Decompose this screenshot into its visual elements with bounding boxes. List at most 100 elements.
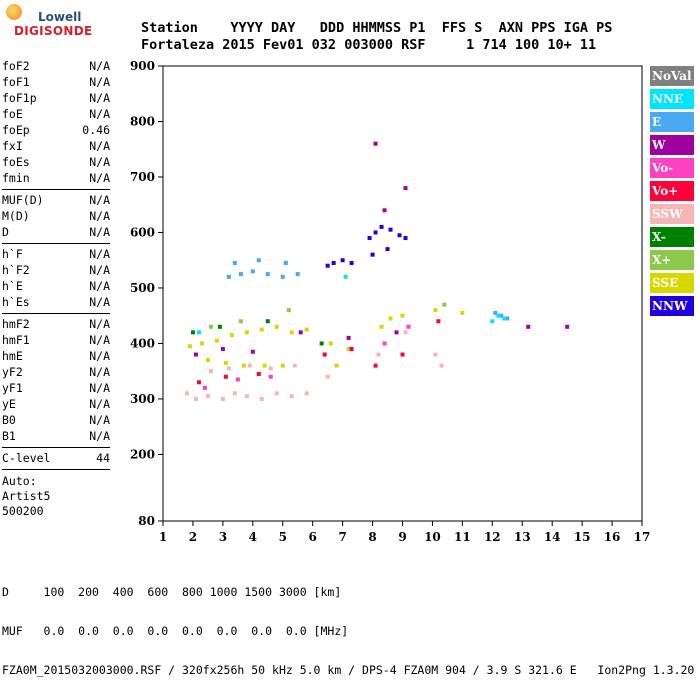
- logo-digisonde-text: DIGISONDE: [14, 24, 93, 38]
- echo-point: [394, 330, 399, 335]
- echo-point: [403, 186, 408, 191]
- echo-point: [493, 310, 498, 315]
- echo-point: [259, 396, 264, 401]
- echo-point: [202, 385, 207, 390]
- echo-point: [388, 227, 393, 232]
- y-tick-label: 200: [130, 447, 155, 461]
- param-name: h`F: [2, 247, 23, 261]
- echo-point: [331, 260, 336, 265]
- param-name: foF1p: [2, 91, 37, 105]
- param-value: 44: [96, 451, 110, 465]
- legend-item: SSE: [650, 273, 694, 293]
- echo-point: [292, 363, 297, 368]
- echo-point: [325, 263, 330, 268]
- echo-point: [208, 369, 213, 374]
- echo-point: [199, 341, 204, 346]
- legend-item: X-: [650, 227, 694, 247]
- echo-point: [217, 324, 222, 329]
- param-row: h`Es N/A: [2, 294, 110, 310]
- echo-point: [232, 391, 237, 396]
- echo-point: [367, 236, 372, 241]
- auto-label: Auto:: [2, 474, 37, 488]
- echo-point: [403, 330, 408, 335]
- param-value: 0.46: [82, 123, 110, 137]
- echo-point: [214, 338, 219, 343]
- echo-point: [295, 272, 300, 277]
- param-name: B1: [2, 429, 16, 443]
- echo-point: [346, 335, 351, 340]
- param-row: h`E N/A: [2, 278, 110, 294]
- param-value: N/A: [89, 365, 110, 379]
- param-name: h`E: [2, 279, 23, 293]
- param-row: foF1 N/A: [2, 74, 110, 90]
- param-value: N/A: [89, 263, 110, 277]
- legend-item: E: [650, 112, 694, 132]
- echo-point: [196, 380, 201, 385]
- param-name: fmin: [2, 171, 30, 185]
- param-value: N/A: [89, 247, 110, 261]
- echo-point: [208, 324, 213, 329]
- echo-point: [439, 363, 444, 368]
- param-name: foEp: [2, 123, 30, 137]
- x-tick-label: 2: [189, 530, 197, 544]
- param-value: N/A: [89, 209, 110, 223]
- echo-point: [244, 330, 249, 335]
- echo-point: [400, 313, 405, 318]
- x-tick-label: 13: [514, 530, 531, 544]
- param-value: N/A: [89, 193, 110, 207]
- x-tick-label: 9: [398, 530, 406, 544]
- echo-point: [334, 363, 339, 368]
- param-row: h`F2 N/A: [2, 262, 110, 278]
- footer: D 100 200 400 600 800 1000 1500 3000 [km…: [2, 560, 694, 690]
- param-name: D: [2, 225, 9, 239]
- echo-point: [193, 352, 198, 357]
- echo-point: [283, 260, 288, 265]
- y-tick-label: 800: [130, 114, 155, 128]
- echo-point: [286, 308, 291, 313]
- legend: NoVal NNE E W Vo- Vo+ SSW X- X+ SSE NNW: [650, 66, 694, 319]
- echo-point: [499, 313, 504, 318]
- echo-point: [268, 366, 273, 371]
- echo-point: [274, 391, 279, 396]
- legend-item: X+: [650, 250, 694, 270]
- echo-point: [436, 319, 441, 324]
- param-name: foF2: [2, 59, 30, 73]
- echo-point: [406, 324, 411, 329]
- param-name: h`Es: [2, 295, 30, 309]
- echo-point: [373, 141, 378, 146]
- param-value: N/A: [89, 59, 110, 73]
- legend-item: Vo+: [650, 181, 694, 201]
- param-name: foF1: [2, 75, 30, 89]
- param-row: foEp 0.46: [2, 122, 110, 138]
- echo-point: [238, 319, 243, 324]
- echo-point: [265, 319, 270, 324]
- param-row: foF2 N/A: [2, 58, 110, 74]
- param-name: h`F2: [2, 263, 30, 277]
- echo-point: [373, 363, 378, 368]
- echo-point: [325, 374, 330, 379]
- echo-point: [289, 394, 294, 399]
- echo-point: [376, 352, 381, 357]
- param-value: N/A: [89, 333, 110, 347]
- param-row: M(D) N/A: [2, 208, 110, 224]
- x-tick-label: 14: [544, 530, 561, 544]
- echo-point: [247, 363, 252, 368]
- parameter-panel: foF2 N/A foF1 N/A foF1p N/A foE N/A foEp 0.46 fxI N…: [2, 58, 110, 519]
- param-value: N/A: [89, 107, 110, 121]
- separator: [2, 313, 110, 314]
- plot-frame: [162, 65, 643, 522]
- x-tick-label: 10: [424, 530, 441, 544]
- param-name: hmF2: [2, 317, 30, 331]
- param-name: hmF1: [2, 333, 30, 347]
- x-tick-label: 7: [338, 530, 346, 544]
- separator: [2, 189, 110, 190]
- echo-point: [397, 233, 402, 238]
- echo-point: [526, 324, 531, 329]
- echo-point: [220, 346, 225, 351]
- x-tick-label: 1: [159, 530, 167, 544]
- legend-item: W: [650, 135, 694, 155]
- param-row: h`F N/A: [2, 246, 110, 262]
- echo-point: [193, 396, 198, 401]
- echo-point: [223, 360, 228, 365]
- x-tick-label: 6: [309, 530, 317, 544]
